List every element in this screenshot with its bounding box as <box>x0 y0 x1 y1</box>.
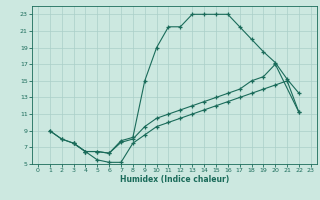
X-axis label: Humidex (Indice chaleur): Humidex (Indice chaleur) <box>120 175 229 184</box>
